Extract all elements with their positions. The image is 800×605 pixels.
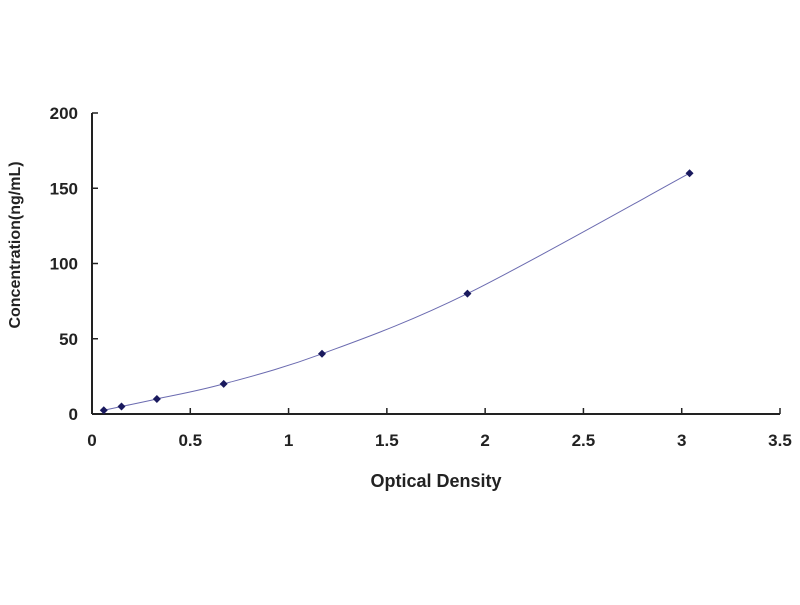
data-point [463, 289, 472, 298]
x-tick-label: 0 [87, 431, 96, 450]
y-tick-label: 200 [50, 104, 78, 123]
x-axis-label: Optical Density [370, 471, 501, 491]
axes [91, 113, 780, 415]
fit-curve [103, 172, 690, 411]
y-tick-label: 100 [50, 255, 78, 274]
data-point [117, 402, 126, 411]
data-point [152, 394, 161, 403]
x-tick-label: 2 [480, 431, 489, 450]
x-tick-label: 3.5 [768, 431, 792, 450]
x-tick-label: 1.5 [375, 431, 399, 450]
data-point [685, 169, 694, 178]
y-axis-label: Concentration(ng/mL) [7, 161, 24, 328]
x-tick-label: 2.5 [572, 431, 596, 450]
data-point [99, 406, 108, 415]
data-point [317, 349, 326, 358]
x-tick-label: 3 [677, 431, 686, 450]
y-tick-label: 150 [50, 179, 78, 198]
y-ticks: 0 50 100 150 200 [50, 104, 98, 424]
data-point [219, 379, 228, 388]
x-tick-label: 0.5 [178, 431, 202, 450]
x-ticks: 0 0.5 1 1.5 2 2.5 3 3.5 [87, 408, 792, 450]
x-tick-label: 1 [284, 431, 293, 450]
data-points [99, 169, 694, 415]
y-tick-label: 0 [69, 405, 78, 424]
y-tick-label: 50 [59, 330, 78, 349]
